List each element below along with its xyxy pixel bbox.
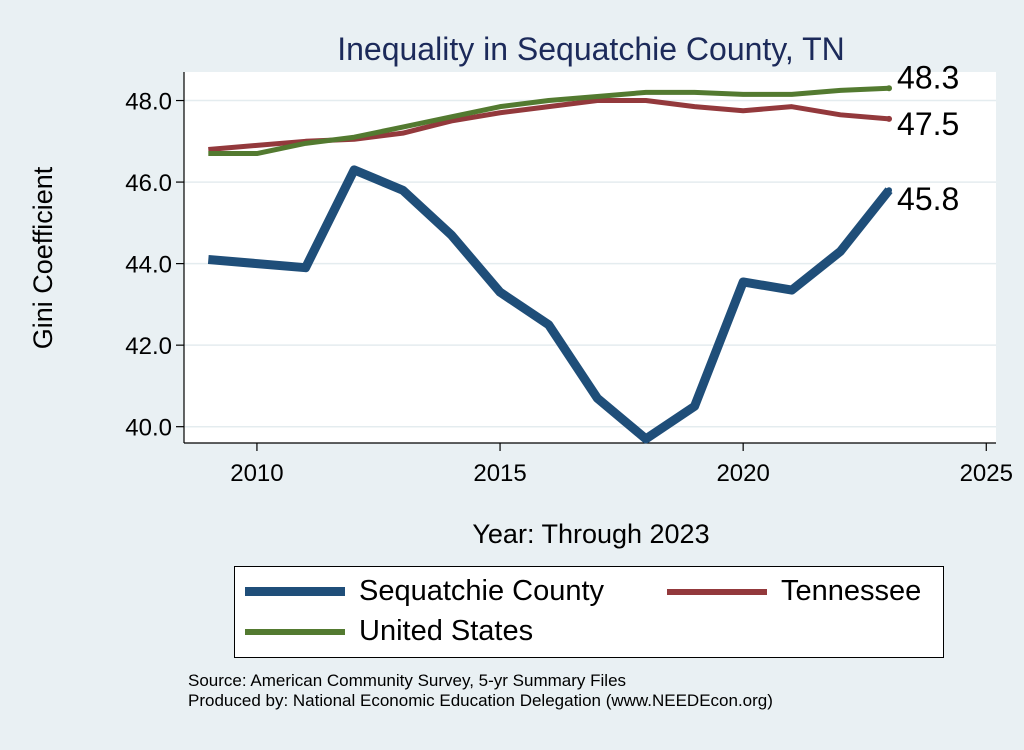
x-tick-label: 2015 xyxy=(473,460,526,487)
legend-swatch-tennessee xyxy=(667,588,767,595)
end-point-sequatchie-county xyxy=(886,187,893,194)
y-tick-label: 48.0 xyxy=(125,89,172,116)
legend-item-sequatchie-county: Sequatchie County xyxy=(245,575,604,608)
x-axis-label: Year: Through 2023 xyxy=(472,519,709,549)
y-axis-label: Gini Coefficient xyxy=(28,166,58,349)
axes: 40.0 42.0 44.0 46.0 48.0 2010 2015 2020 2025 xyxy=(125,72,1013,487)
end-label-tennessee: 47.5 xyxy=(897,106,959,142)
end-label-united-states: 48.3 xyxy=(897,59,959,95)
x-tick-label: 2010 xyxy=(230,460,283,487)
end-labels: 45.8 47.5 48.3 xyxy=(897,59,959,217)
y-tick-label: 42.0 xyxy=(125,333,172,360)
x-tick-label: 2020 xyxy=(716,460,769,487)
end-point-united-states xyxy=(886,85,893,92)
legend-label: Tennessee xyxy=(781,575,922,607)
legend-item-united-states: United States xyxy=(245,615,533,648)
gridlines xyxy=(184,99,996,428)
producer-line: Produced by: National Economic Education… xyxy=(188,691,773,710)
legend-label: United States xyxy=(359,615,534,647)
source-note: Source: American Community Survey, 5-yr … xyxy=(188,671,773,711)
series-line-sequatchie-county xyxy=(207,165,893,444)
source-line: Source: American Community Survey, 5-yr … xyxy=(188,671,627,690)
y-tick-label: 46.0 xyxy=(125,170,172,197)
legend-item-tennessee: Tennessee xyxy=(667,575,921,608)
series-lines xyxy=(207,85,893,444)
legend-label: Sequatchie County xyxy=(359,575,605,607)
y-tick-label: 40.0 xyxy=(125,415,172,442)
series-line-united-states xyxy=(208,85,890,157)
chart-title: Inequality in Sequatchie County, TN xyxy=(337,31,845,67)
legend-swatch-sequatchie-county xyxy=(245,587,345,596)
end-label-sequatchie-county: 45.8 xyxy=(897,181,959,217)
end-point-tennessee xyxy=(886,115,893,122)
y-tick-label: 44.0 xyxy=(125,252,172,279)
x-tick-label: 2025 xyxy=(960,460,1013,487)
legend-swatch-united-states xyxy=(245,628,345,635)
chart-legend: Sequatchie County Tennessee United State… xyxy=(234,566,944,658)
